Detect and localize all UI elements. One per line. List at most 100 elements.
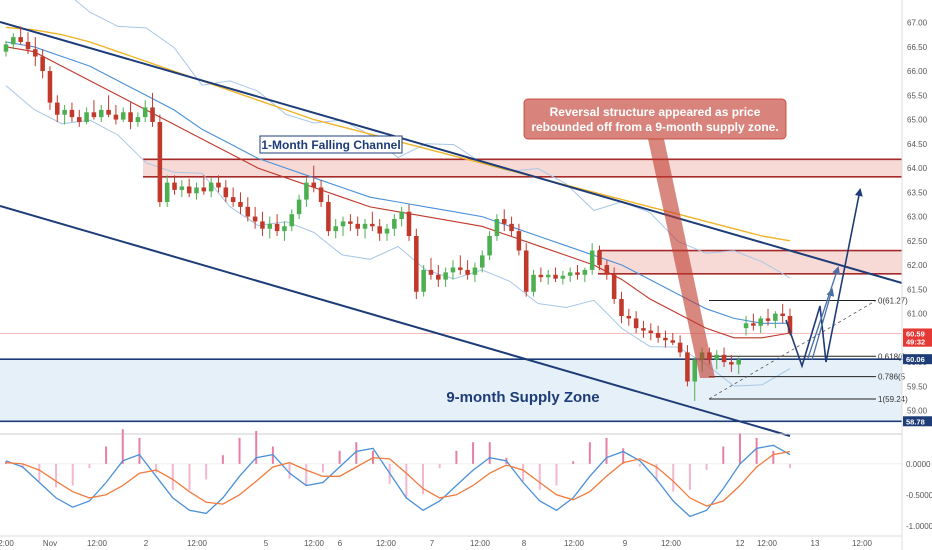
candle-body-16 (120, 112, 126, 120)
candle-57 (421, 265, 426, 297)
candle-body-78 (575, 272, 580, 275)
macd-hist-bar-44 (738, 433, 741, 464)
candle-73 (538, 267, 544, 283)
candle-54 (399, 206, 404, 227)
arrow-tertiary (811, 288, 835, 361)
supply-zone-label: 9-month Supply Zone (446, 389, 599, 406)
price-tick-11: 61.50 (907, 285, 928, 294)
candle-40 (296, 194, 302, 219)
candle-body-94 (692, 359, 698, 382)
candle-33 (245, 197, 251, 222)
time-tick-15: 12 (736, 539, 745, 548)
candle-12 (91, 100, 97, 120)
candle-body-49 (362, 223, 368, 229)
candle-body-70 (516, 231, 522, 251)
candle-87 (641, 320, 646, 338)
fib-diagonal (708, 300, 877, 400)
candle-30 (223, 180, 229, 203)
candle-15 (113, 105, 119, 125)
candle-body-102 (751, 323, 756, 326)
candle-32 (238, 192, 243, 215)
candle-105 (773, 311, 778, 329)
price-tick-5: 64.50 (907, 140, 928, 149)
candle-103 (758, 316, 763, 333)
candle-98 (721, 347, 727, 367)
candle-37 (274, 214, 280, 236)
time-tick-2: 12:00 (87, 539, 108, 548)
projection-arrows (785, 188, 863, 369)
macd-hist-bar-26 (438, 463, 441, 469)
candle-13 (98, 105, 104, 122)
macd-hist-bar-19 (321, 463, 324, 473)
candle-body-68 (501, 219, 507, 224)
candle-86 (633, 311, 639, 333)
candle-48 (355, 216, 360, 236)
macd-tick-0: 0.0000 (906, 460, 931, 469)
candle-body-15 (113, 114, 119, 120)
candle-60 (443, 267, 448, 287)
candle-body-31 (230, 197, 236, 203)
candle-body-47 (348, 221, 353, 224)
price-tick-3: 65.50 (907, 91, 928, 100)
fib-label-3: 1(59.24) (878, 395, 908, 404)
candle-72 (531, 269, 536, 297)
macd-hist-bar-18 (305, 463, 308, 486)
candle-body-6 (47, 71, 53, 103)
candle-101 (743, 316, 749, 336)
macd-hist-bar-24 (405, 463, 408, 499)
candle-28 (208, 177, 214, 198)
macd-hist-bar-17 (288, 463, 291, 479)
candle-body-29 (216, 182, 221, 188)
time-tick-16: 12:00 (757, 539, 778, 548)
candle-body-48 (355, 223, 360, 229)
candle-1 (11, 33, 16, 50)
time-tick-7: 6 (338, 539, 343, 548)
callout-frame (523, 98, 787, 140)
candle-body-85 (626, 316, 632, 319)
fibonacci-retracement: 0(61.27) 0.618(6 0.786(5 1(59.24) (708, 296, 908, 404)
macd-hist-bar-5 (88, 463, 91, 469)
candle-body-18 (135, 117, 141, 122)
candle-body-56 (414, 235, 419, 292)
candle-body-77 (567, 272, 573, 276)
candle-body-103 (758, 318, 763, 326)
candle-27 (201, 175, 207, 195)
candle-84 (619, 291, 624, 324)
callout-line-2: rebounded off from a 9-month supply zone… (531, 120, 778, 134)
price-tick-2: 66.00 (907, 67, 928, 76)
channel-label: 1-Month Falling Channel (261, 138, 400, 152)
channel-label-box: 1-Month Falling Channel (259, 135, 403, 154)
callout (648, 139, 715, 378)
price-tag-bg-1 (903, 336, 932, 347)
candle-body-93 (685, 352, 690, 382)
time-tick-5: 5 (264, 539, 269, 548)
candle-body-24 (179, 186, 185, 190)
fib-label-2: 0.786(5 (878, 373, 906, 382)
candle-26 (194, 182, 199, 200)
price-tick-16: 59.00 (907, 407, 928, 416)
candle-body-44 (326, 202, 331, 232)
macd-hist-bar-11 (188, 463, 191, 490)
macd-hist-bar-40 (672, 463, 675, 492)
candle-71 (523, 243, 529, 297)
candle-body-40 (296, 199, 302, 215)
candle-body-53 (392, 219, 397, 229)
candle-0 (3, 40, 9, 57)
candlesticks (3, 26, 793, 401)
candle-body-12 (91, 112, 97, 118)
candle-43 (318, 180, 324, 207)
candle-body-81 (597, 250, 602, 266)
candle-body-52 (384, 228, 390, 234)
candle-97 (714, 349, 720, 370)
macd-hist-bar-0 (5, 461, 7, 464)
candle-body-14 (106, 109, 111, 115)
candle-82 (604, 260, 610, 280)
channel-upper-line (0, 21, 903, 284)
time-tick-6: 12:00 (304, 539, 325, 548)
candle-body-28 (208, 182, 214, 192)
macd-hist-bar-1 (21, 463, 24, 469)
candle-body-46 (340, 221, 346, 227)
candle-34 (252, 206, 258, 229)
macd-hist-bar-29 (488, 442, 491, 464)
